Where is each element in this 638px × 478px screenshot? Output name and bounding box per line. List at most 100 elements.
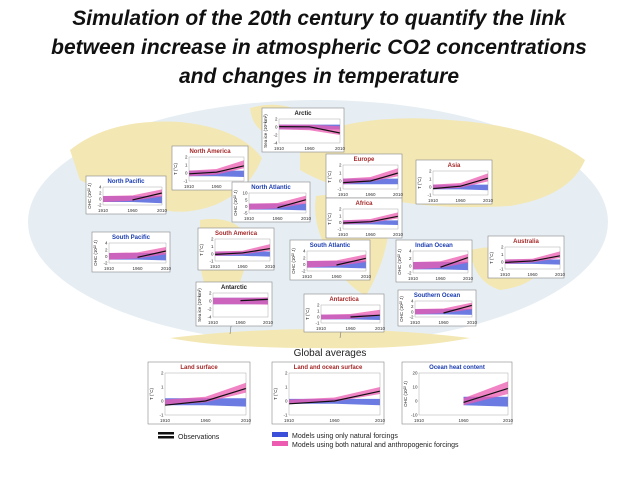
observations-line (440, 257, 469, 268)
y-tick-label: 2 (209, 291, 212, 296)
landmass-antarctica (170, 329, 470, 349)
x-tick-label: 1960 (127, 208, 138, 213)
legend-natural-label: Models using only natural forcings (292, 433, 398, 440)
anthropogenic-forcing-band (109, 247, 166, 260)
anthropogenic-forcing-band (213, 297, 268, 305)
x-tick-label: 2010 (301, 216, 312, 221)
y-tick-label: 2 (409, 256, 412, 261)
y-tick-label: 0 (285, 399, 288, 404)
observations-line (132, 192, 163, 201)
y-tick-label: 1 (317, 309, 320, 314)
y-tick-label: 0 (411, 309, 414, 314)
x-tick-label: 1960 (237, 264, 248, 269)
x-tick-label: 2010 (241, 418, 252, 423)
legend-observations-swatch (158, 432, 174, 435)
panel-title: Arctic (294, 111, 312, 117)
plot-area (342, 208, 399, 230)
y-tick-label: -2 (103, 261, 107, 266)
title-line-1: Simulation of the 20th century to quanti… (72, 7, 566, 30)
y-axis-label: T (°C) (173, 163, 178, 175)
y-tick-label: 2 (429, 169, 432, 174)
legend-natural-swatch (272, 432, 288, 437)
x-tick-label: 1910 (338, 192, 349, 197)
anthropogenic-forcing-band (415, 302, 472, 315)
x-tick-label: 1960 (200, 418, 211, 423)
y-tick-label: 0 (209, 299, 212, 304)
x-tick-label: 1960 (331, 274, 342, 279)
global-averages-heading: Global averages (294, 348, 367, 359)
y-tick-label: 1 (339, 171, 342, 176)
y-tick-label: 0 (245, 204, 248, 209)
observations-line (336, 257, 367, 266)
observations-line (188, 165, 245, 175)
observations-line (214, 247, 271, 255)
x-tick-label: 1910 (338, 232, 349, 237)
panel-title: Antarctica (329, 297, 359, 303)
x-tick-label: 1960 (345, 326, 356, 331)
y-tick-label: 2 (161, 371, 164, 376)
y-tick-label: -2 (97, 203, 101, 208)
y-tick-label: 0 (185, 171, 188, 176)
y-tick-label: -2 (301, 269, 305, 274)
x-tick-label: 1960 (365, 192, 376, 197)
y-tick-label: 1 (185, 163, 188, 168)
panel-title: Ocean heat content (429, 365, 485, 371)
x-tick-label: 2010 (263, 320, 274, 325)
y-tick-label: -1 (315, 321, 319, 326)
x-tick-label: 2010 (361, 274, 372, 279)
y-tick-label: -1 (337, 187, 341, 192)
plot-area (164, 372, 247, 416)
y-tick-label: 4 (105, 241, 108, 246)
y-axis-label: T (°C) (273, 388, 278, 400)
y-axis-label: OHC (10²² J) (291, 248, 296, 274)
x-tick-label: 2010 (265, 264, 276, 269)
anthropogenic-forcing-band (103, 189, 162, 202)
y-tick-label: -2 (207, 307, 211, 312)
x-tick-label: 1910 (414, 418, 425, 423)
x-tick-label: 2010 (335, 146, 346, 151)
y-tick-label: -1 (427, 193, 431, 198)
panel-title: Southern Ocean (414, 293, 461, 299)
observations-line (432, 177, 489, 190)
y-tick-label: 0 (99, 197, 102, 202)
y-tick-label: -2 (273, 133, 277, 138)
anthropogenic-forcing-band (343, 168, 398, 185)
y-tick-label: -5 (243, 211, 247, 216)
x-tick-label: 1910 (410, 320, 421, 325)
y-axis-label: T (°C) (149, 388, 154, 400)
y-tick-label: 0 (317, 315, 320, 320)
y-tick-label: 0 (303, 262, 306, 267)
y-tick-label: 0 (211, 251, 214, 256)
x-tick-label: 1960 (329, 418, 340, 423)
y-axis-label: T (°C) (199, 244, 204, 256)
x-tick-label: 1960 (211, 184, 222, 189)
anthropogenic-forcing-band (307, 254, 366, 268)
observations-line (350, 314, 381, 318)
y-tick-label: 2 (275, 117, 278, 122)
panel-title: Europe (354, 157, 375, 163)
x-tick-label: 1910 (104, 266, 115, 271)
y-tick-label: 2 (339, 163, 342, 168)
x-tick-label: 1910 (428, 198, 439, 203)
legend-observations-label: Observations (178, 434, 220, 441)
observations-line (463, 387, 509, 403)
plot-area (102, 186, 163, 206)
y-tick-label: 1 (161, 385, 164, 390)
x-tick-label: 1910 (244, 216, 255, 221)
x-tick-label: 2010 (393, 192, 404, 197)
x-tick-label: 1910 (274, 146, 285, 151)
x-tick-label: 2010 (157, 208, 168, 213)
panel-title: Australia (513, 239, 539, 245)
x-tick-label: 1960 (365, 232, 376, 237)
x-tick-label: 2010 (161, 266, 172, 271)
anthropogenic-forcing-band (343, 212, 398, 225)
observations-line (137, 250, 167, 258)
observations-line (342, 215, 399, 224)
anthropogenic-forcing-band (433, 173, 488, 190)
x-tick-label: 1910 (316, 326, 327, 331)
